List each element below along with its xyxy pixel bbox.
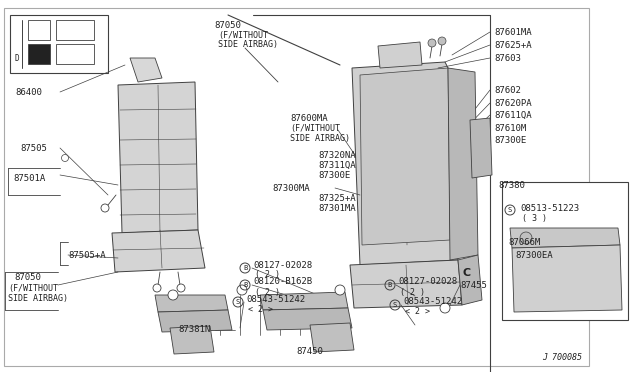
Text: 87450: 87450 — [296, 347, 323, 356]
Text: < 2 >: < 2 > — [248, 305, 273, 314]
Text: (F/WITHOUT: (F/WITHOUT — [218, 31, 268, 39]
Polygon shape — [352, 62, 458, 265]
Text: S: S — [393, 302, 397, 308]
Circle shape — [168, 290, 178, 300]
Text: 87602: 87602 — [494, 86, 521, 94]
Text: J 700085: J 700085 — [542, 353, 582, 362]
Polygon shape — [118, 82, 198, 233]
Polygon shape — [448, 68, 478, 260]
Text: 87301MA: 87301MA — [318, 203, 356, 212]
Text: 87381N: 87381N — [178, 326, 211, 334]
Text: D: D — [14, 54, 19, 62]
Text: B: B — [243, 282, 247, 288]
Text: 87601MA: 87601MA — [494, 28, 532, 36]
Text: 87320NA: 87320NA — [318, 151, 356, 160]
Text: C: C — [463, 268, 471, 278]
Polygon shape — [158, 310, 232, 332]
Text: B: B — [243, 265, 247, 271]
Text: 87603: 87603 — [494, 54, 521, 62]
Bar — [28, 44, 50, 64]
Text: 87625+A: 87625+A — [494, 41, 532, 49]
Text: 87300E: 87300E — [318, 170, 350, 180]
Circle shape — [428, 39, 436, 47]
Text: SIDE AIRBAG): SIDE AIRBAG) — [290, 134, 350, 142]
Text: ( 2 ): ( 2 ) — [400, 288, 425, 296]
Text: B: B — [388, 282, 392, 288]
Circle shape — [335, 285, 345, 295]
Circle shape — [177, 284, 185, 292]
Text: 87300MA: 87300MA — [272, 183, 310, 192]
Polygon shape — [310, 323, 354, 352]
Polygon shape — [470, 118, 492, 178]
Circle shape — [61, 154, 68, 161]
Text: ( 2 ): ( 2 ) — [255, 288, 280, 296]
Circle shape — [440, 303, 450, 313]
Polygon shape — [512, 245, 622, 312]
Text: 87600MA: 87600MA — [290, 113, 328, 122]
Bar — [56, 20, 94, 40]
Text: SIDE AIRBAG): SIDE AIRBAG) — [8, 294, 68, 302]
Polygon shape — [510, 228, 620, 248]
Text: 87050: 87050 — [14, 273, 41, 282]
Polygon shape — [260, 292, 348, 310]
Text: 87610M: 87610M — [494, 124, 526, 132]
Polygon shape — [263, 308, 352, 330]
Polygon shape — [360, 68, 450, 245]
Text: 87066M: 87066M — [508, 237, 540, 247]
Text: 87300E: 87300E — [494, 135, 526, 144]
Text: SIDE AIRBAG): SIDE AIRBAG) — [218, 39, 278, 48]
Polygon shape — [155, 295, 228, 312]
Text: 08127-02028: 08127-02028 — [253, 260, 312, 269]
Text: S: S — [236, 299, 240, 305]
Circle shape — [153, 284, 161, 292]
Text: (F/WITHOUT: (F/WITHOUT — [290, 124, 340, 132]
Polygon shape — [112, 230, 205, 272]
Circle shape — [438, 37, 446, 45]
Polygon shape — [170, 326, 214, 354]
Circle shape — [101, 204, 109, 212]
Text: S: S — [508, 207, 512, 213]
Text: < 2 >: < 2 > — [405, 308, 430, 317]
Text: 87325+A: 87325+A — [318, 193, 356, 202]
Text: 87611QA: 87611QA — [494, 110, 532, 119]
Text: 87620PA: 87620PA — [494, 99, 532, 108]
Bar — [10, 15, 108, 73]
Text: 08543-51242: 08543-51242 — [403, 298, 462, 307]
Text: 87380: 87380 — [498, 180, 525, 189]
Text: 87050: 87050 — [214, 20, 241, 29]
Text: 87311QA: 87311QA — [318, 160, 356, 170]
Text: 08127-02028: 08127-02028 — [398, 278, 457, 286]
Text: ( 2 ): ( 2 ) — [255, 270, 280, 279]
Circle shape — [237, 285, 247, 295]
Polygon shape — [458, 255, 482, 305]
Text: 87300EA: 87300EA — [515, 250, 552, 260]
Bar — [28, 20, 50, 40]
Text: 08543-51242: 08543-51242 — [246, 295, 305, 305]
Text: 08120-B162B: 08120-B162B — [253, 278, 312, 286]
Polygon shape — [130, 58, 162, 82]
Polygon shape — [378, 42, 422, 68]
Text: ( 3 ): ( 3 ) — [522, 214, 547, 222]
Polygon shape — [350, 260, 462, 308]
Text: 86400: 86400 — [15, 87, 42, 96]
Text: 08513-51223: 08513-51223 — [520, 203, 579, 212]
Text: (F/WITHOUT: (F/WITHOUT — [8, 283, 58, 292]
Bar — [502, 182, 628, 320]
Text: 87505+A: 87505+A — [68, 250, 106, 260]
Bar — [56, 44, 94, 64]
Text: 87501A: 87501A — [13, 173, 45, 183]
Text: 87455: 87455 — [460, 280, 487, 289]
Circle shape — [520, 232, 532, 244]
Text: 87505: 87505 — [20, 144, 47, 153]
